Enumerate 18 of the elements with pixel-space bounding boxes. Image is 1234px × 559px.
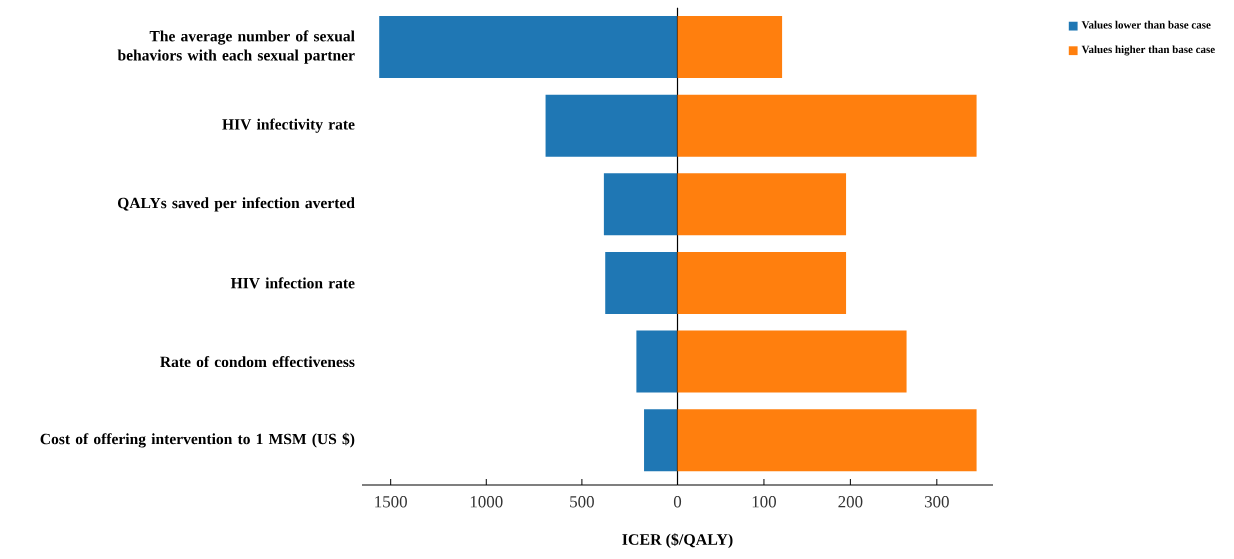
x-tick-label: 0 xyxy=(673,496,682,508)
y-tick-label: Rate of condom effectiveness xyxy=(160,356,355,368)
legend-label: Values higher than base case xyxy=(1081,45,1215,56)
y-tick-label: HIV infectivity rate xyxy=(222,118,355,133)
x-tick-label: 1000 xyxy=(470,496,503,508)
y-tick-label: Cost of offering intervention to 1 MSM (US $) xyxy=(40,432,355,448)
y-tick-label: QALYs saved per infection averted xyxy=(117,197,355,212)
x-tick-label: 1500 xyxy=(375,496,407,508)
x-tick-label: 100 xyxy=(752,496,776,508)
bar xyxy=(644,409,678,472)
bar xyxy=(636,330,678,393)
y-tick-label: HIV infection rate xyxy=(230,277,355,289)
x-axis-title: ICER ($/QALY) xyxy=(622,533,733,549)
x-tick-label: 300 xyxy=(924,496,949,508)
legend-label: Values lower than base case xyxy=(1081,20,1211,29)
x-tick-label: 200 xyxy=(838,496,863,508)
y-tick-label: The average number of sexual behaviors with each sexual partner xyxy=(117,30,355,64)
x-tick-label: 500 xyxy=(570,496,594,508)
